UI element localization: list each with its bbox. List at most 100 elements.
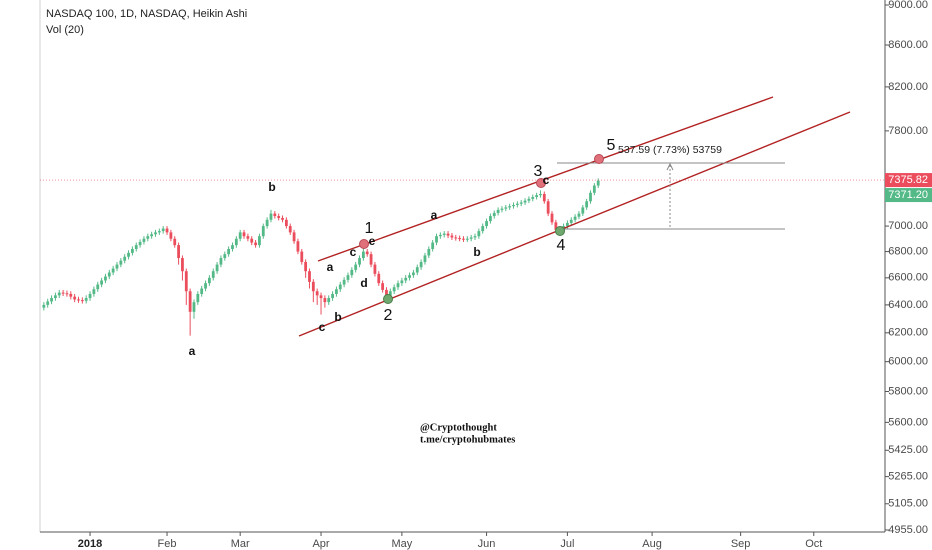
candle-body <box>304 261 308 272</box>
annotation: a <box>189 344 196 358</box>
candle-body <box>238 232 242 239</box>
candle-body <box>57 292 61 296</box>
candle-body <box>269 213 273 220</box>
candle-body <box>454 237 458 239</box>
candle-body <box>227 248 231 255</box>
y-tick-label: 8600.00 <box>888 39 928 51</box>
candle-body <box>500 208 504 210</box>
pivot <box>359 239 369 249</box>
candle-body <box>200 288 204 294</box>
close-label: 7371.20 <box>888 189 928 201</box>
candle-body <box>566 222 569 227</box>
annotation: 1 <box>365 220 374 237</box>
candle-body <box>496 209 500 213</box>
y-tick-label: 9000.00 <box>888 0 928 11</box>
x-tick-label: Sep <box>731 538 751 550</box>
candle-body <box>385 289 388 296</box>
candle-body <box>61 292 65 294</box>
x-tick-label: May <box>391 538 412 550</box>
candle-body <box>188 291 192 312</box>
candle-body <box>80 300 84 302</box>
candle-body <box>142 238 146 242</box>
candle-body <box>53 295 57 299</box>
y-tick-label: 5600.00 <box>888 416 928 428</box>
candle-body <box>369 254 373 265</box>
annotation: b <box>268 180 275 194</box>
y-tick-label: 7000.00 <box>888 220 928 232</box>
candle-body <box>338 284 342 290</box>
candle-body <box>323 298 327 303</box>
annotation: b <box>473 245 480 259</box>
candle-body <box>392 287 396 292</box>
candle-body <box>204 283 207 289</box>
candle-body <box>273 213 277 217</box>
x-tick-label: Jul <box>560 538 574 550</box>
x-tick-label: Jun <box>478 538 496 550</box>
pivot <box>536 178 546 188</box>
candle-body <box>342 279 346 285</box>
candle-body <box>531 197 535 199</box>
candle-body <box>231 245 234 249</box>
y-tick-label: 4955.00 <box>888 524 928 536</box>
annotation: 5 <box>607 137 616 154</box>
candle-body <box>489 216 492 222</box>
candle-body <box>161 228 165 232</box>
candle-body <box>504 207 508 209</box>
watermark: t.me/cryptohubmates <box>420 434 515 445</box>
candle-body <box>412 272 415 276</box>
annotation: a <box>327 260 334 274</box>
candle-body <box>331 293 334 299</box>
candle-body <box>254 242 257 246</box>
candle-body <box>261 226 265 237</box>
candle-body <box>184 271 188 292</box>
candle-body <box>42 304 46 308</box>
arrow-head <box>666 162 674 171</box>
channel-upper <box>317 96 774 262</box>
candle-body <box>365 251 369 255</box>
candle-body <box>346 275 350 280</box>
candle-body <box>485 221 488 227</box>
candle-body <box>123 256 127 261</box>
candle-body <box>215 264 219 272</box>
annotation: e <box>369 234 376 248</box>
candle-body <box>473 236 477 238</box>
candle-body <box>462 238 465 240</box>
candle-body <box>415 267 419 273</box>
candle-body <box>250 238 254 243</box>
candle-body <box>150 234 154 237</box>
candle-body <box>465 238 469 240</box>
candle-body <box>358 258 361 265</box>
candle-body <box>277 216 281 218</box>
candle-body <box>154 232 157 235</box>
candle-body <box>308 271 311 282</box>
annotation: a <box>431 208 438 222</box>
candle-body <box>354 264 358 270</box>
pivot <box>594 154 604 164</box>
candle-body <box>585 201 589 208</box>
candle-body <box>50 298 53 302</box>
candle-body <box>207 277 211 284</box>
candle-body <box>438 234 442 237</box>
candle-body <box>400 280 404 284</box>
candle-body <box>111 268 115 273</box>
plot <box>42 178 600 336</box>
candle-body <box>300 251 304 262</box>
candle-body <box>361 251 365 259</box>
candle-body <box>258 236 261 246</box>
candle-body <box>211 271 215 278</box>
candle-body <box>335 289 338 294</box>
annotation: b <box>334 310 341 324</box>
y-tick-label: 6400.00 <box>888 299 928 311</box>
x-tick-label: Mar <box>231 538 250 550</box>
annotation: 4 <box>557 237 566 254</box>
candle-body <box>311 281 315 292</box>
y-tick-label: 5265.00 <box>888 471 928 483</box>
candle-body <box>404 277 408 281</box>
candle-body <box>592 185 596 193</box>
y-tick-label: 6200.00 <box>888 327 928 339</box>
annotation: 2 <box>384 307 393 324</box>
watermark: @Cryptothought <box>420 422 497 433</box>
candle-body <box>589 192 592 202</box>
candle-body <box>84 298 88 301</box>
annotation: 3 <box>534 163 543 180</box>
